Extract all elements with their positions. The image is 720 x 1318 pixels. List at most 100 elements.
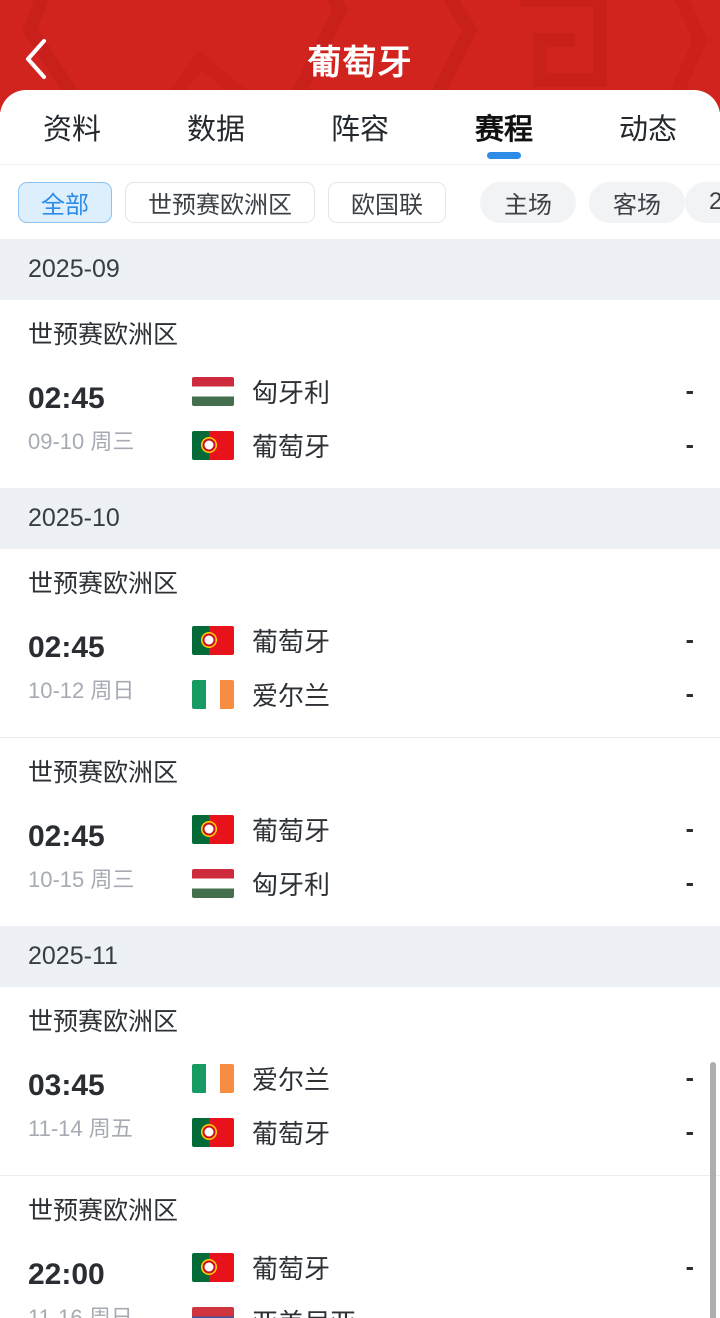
- tab-squad[interactable]: 阵容: [288, 90, 432, 164]
- team-name: 葡萄牙: [252, 431, 331, 462]
- match-date: 10-15 周三: [28, 867, 135, 892]
- match-card[interactable]: 世预赛欧洲区 22:00 11-16 周日 葡萄牙 - 亚美尼亚 -: [0, 1175, 720, 1318]
- team-score: -: [685, 679, 694, 708]
- tab-label: 数据: [186, 114, 245, 146]
- team-name: 亚美尼亚: [252, 1303, 356, 1318]
- filter-chip-away[interactable]: 客场: [589, 181, 685, 223]
- team-name: 葡萄牙: [252, 1253, 331, 1284]
- team-score: -: [685, 376, 694, 405]
- team-row: 葡萄牙 -: [192, 1240, 694, 1294]
- team-row: 匈牙利 -: [192, 856, 694, 910]
- teams-column: 爱尔兰 - 葡萄牙 -: [192, 1051, 694, 1159]
- match-time: 02:45: [28, 382, 105, 415]
- month-section: 2025-09 世预赛欧洲区 02:45 09-10 周三 匈牙利 - 葡萄牙 …: [0, 239, 720, 488]
- schedule-list: 2025-09 世预赛欧洲区 02:45 09-10 周三 匈牙利 - 葡萄牙 …: [0, 239, 720, 1318]
- team-score: -: [686, 1307, 694, 1318]
- team-score: -: [685, 868, 694, 897]
- match-date: 10-12 周日: [28, 678, 135, 703]
- team-row: 爱尔兰 -: [192, 667, 694, 721]
- filter-chip-wc-qualifier[interactable]: 世预赛欧洲区: [125, 181, 315, 223]
- team-flag-icon: [192, 1306, 234, 1318]
- team-row: 爱尔兰 -: [192, 1051, 694, 1105]
- team-row: 葡萄牙 -: [192, 802, 694, 856]
- match-time-column: 02:45 10-15 周三: [28, 818, 192, 894]
- match-time-column: 02:45 09-10 周三: [28, 380, 192, 456]
- tab-schedule[interactable]: 赛程: [432, 90, 576, 164]
- month-header: 2025-09: [0, 239, 720, 300]
- content-panel: 资料 数据 阵容 赛程 动态 全部 世预赛欧洲区 欧国联 主场 客场 2025: [0, 90, 720, 1318]
- match-date: 11-16 周日: [28, 1305, 133, 1318]
- team-row: 葡萄牙 -: [192, 1105, 694, 1159]
- match-card[interactable]: 世预赛欧洲区 02:45 10-15 周三 葡萄牙 - 匈牙利 -: [0, 737, 720, 926]
- year-select[interactable]: 2025: [685, 181, 720, 223]
- team-flag-icon: [192, 814, 234, 844]
- month-header: 2025-11: [0, 926, 720, 987]
- team-score: -: [685, 1252, 694, 1281]
- team-name: 葡萄牙: [252, 626, 331, 657]
- team-flag-icon: [192, 1252, 234, 1282]
- match-time-column: 03:45 11-14 周五: [28, 1067, 192, 1143]
- match-row: 22:00 11-16 周日 葡萄牙 - 亚美尼亚 -: [28, 1240, 694, 1318]
- month-section: 2025-11 世预赛欧洲区 03:45 11-14 周五 爱尔兰 - 葡萄牙 …: [0, 926, 720, 1318]
- team-row: 匈牙利 -: [192, 364, 694, 418]
- competition-label: 世预赛欧洲区: [28, 1008, 179, 1036]
- month-section: 2025-10 世预赛欧洲区 02:45 10-12 周日 葡萄牙 - 爱尔兰 …: [0, 488, 720, 926]
- match-time: 22:00: [28, 1258, 105, 1291]
- page-title: 葡萄牙: [307, 43, 413, 82]
- team-name: 匈牙利: [252, 869, 331, 900]
- teams-column: 葡萄牙 - 亚美尼亚 -: [192, 1240, 694, 1318]
- team-name: 匈牙利: [252, 377, 331, 408]
- filter-chip-home[interactable]: 主场: [480, 181, 576, 223]
- scrollbar-thumb[interactable]: [710, 1062, 716, 1318]
- match-row: 02:45 10-12 周日 葡萄牙 - 爱尔兰 -: [28, 613, 694, 721]
- team-row: 亚美尼亚 -: [192, 1294, 694, 1318]
- team-flag-icon: [192, 1063, 234, 1093]
- match-date: 11-14 周五: [28, 1116, 133, 1141]
- competition-label: 世预赛欧洲区: [28, 570, 179, 598]
- team-score: -: [685, 1117, 694, 1146]
- tab-news[interactable]: 动态: [576, 90, 720, 164]
- match-time-column: 02:45 10-12 周日: [28, 629, 192, 705]
- team-name: 葡萄牙: [252, 1118, 331, 1149]
- match-row: 03:45 11-14 周五 爱尔兰 - 葡萄牙 -: [28, 1051, 694, 1159]
- team-score: -: [685, 625, 694, 654]
- team-score: -: [685, 1063, 694, 1092]
- tab-label: 阵容: [330, 114, 389, 146]
- tab-bar: 资料 数据 阵容 赛程 动态: [0, 90, 720, 165]
- team-row: 葡萄牙 -: [192, 613, 694, 667]
- tab-profile[interactable]: 资料: [0, 90, 144, 164]
- chevron-left-icon: [26, 39, 46, 79]
- tab-active-underline: [487, 152, 521, 159]
- team-name: 爱尔兰: [252, 1064, 331, 1095]
- match-card[interactable]: 世预赛欧洲区 02:45 09-10 周三 匈牙利 - 葡萄牙 -: [0, 300, 720, 488]
- match-time: 03:45: [28, 1069, 105, 1102]
- match-row: 02:45 10-15 周三 葡萄牙 - 匈牙利 -: [28, 802, 694, 910]
- team-name: 爱尔兰: [252, 680, 331, 711]
- month-label: 2025-09: [28, 255, 120, 283]
- filter-chip-all[interactable]: 全部: [18, 181, 112, 223]
- filter-bar: 全部 世预赛欧洲区 欧国联 主场 客场 2025: [0, 165, 720, 239]
- team-flag-icon: [192, 376, 234, 406]
- team-flag-icon: [192, 868, 234, 898]
- match-card[interactable]: 世预赛欧洲区 03:45 11-14 周五 爱尔兰 - 葡萄牙 -: [0, 987, 720, 1175]
- filter-chip-nations-league[interactable]: 欧国联: [328, 181, 446, 223]
- month-matches: 世预赛欧洲区 02:45 10-12 周日 葡萄牙 - 爱尔兰 - 世预: [0, 549, 720, 926]
- year-select-value: 2025: [709, 188, 720, 215]
- match-row: 02:45 09-10 周三 匈牙利 - 葡萄牙 -: [28, 364, 694, 472]
- teams-column: 匈牙利 - 葡萄牙 -: [192, 364, 694, 472]
- back-button[interactable]: [14, 34, 58, 84]
- competition-label: 世预赛欧洲区: [28, 1197, 179, 1225]
- team-flag-icon: [192, 679, 234, 709]
- match-time: 02:45: [28, 631, 105, 664]
- tab-stats[interactable]: 数据: [144, 90, 288, 164]
- match-date: 09-10 周三: [28, 429, 135, 454]
- team-flag-icon: [192, 1117, 234, 1147]
- competition-label: 世预赛欧洲区: [28, 321, 179, 349]
- tab-label: 动态: [618, 114, 677, 146]
- teams-column: 葡萄牙 - 爱尔兰 -: [192, 613, 694, 721]
- tab-label: 赛程: [474, 114, 533, 146]
- match-card[interactable]: 世预赛欧洲区 02:45 10-12 周日 葡萄牙 - 爱尔兰 -: [0, 549, 720, 737]
- team-flag-icon: [192, 625, 234, 655]
- competition-label: 世预赛欧洲区: [28, 759, 179, 787]
- team-flag-icon: [192, 430, 234, 460]
